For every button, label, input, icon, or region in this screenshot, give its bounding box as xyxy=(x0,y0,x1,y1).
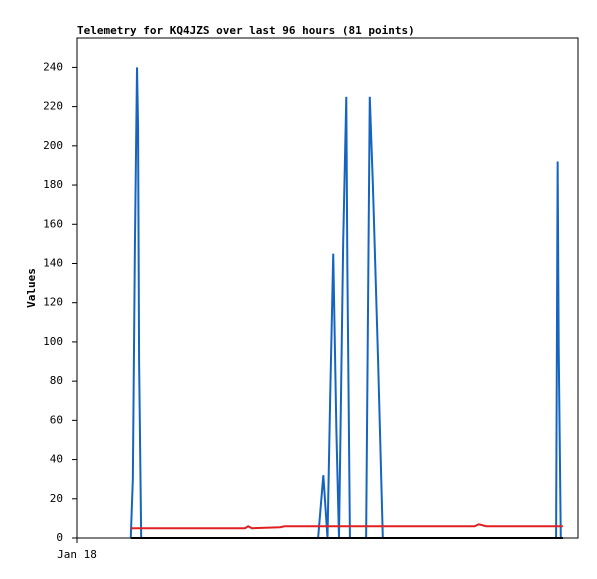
x-tick-label: Jan 18 xyxy=(57,548,97,561)
y-tick-label: 40 xyxy=(50,453,63,466)
y-tick-label: 140 xyxy=(43,256,63,269)
plot-frame xyxy=(76,37,579,539)
y-tick-label: 220 xyxy=(43,100,63,113)
y-tick-label: 160 xyxy=(43,217,63,230)
y-tick-label: 20 xyxy=(50,492,63,505)
y-axis-title: Values xyxy=(25,268,38,308)
y-tick-label: 80 xyxy=(50,374,63,387)
y-tick-label: 120 xyxy=(43,296,63,309)
chart-title: Telemetry for KQ4JZS over last 96 hours … xyxy=(77,24,415,37)
series-line xyxy=(129,67,563,539)
series-line xyxy=(130,523,563,530)
y-tick-label: 180 xyxy=(43,178,63,191)
y-tick-label: 240 xyxy=(43,60,63,73)
y-tick-label: 100 xyxy=(43,335,63,348)
y-tick-label: 60 xyxy=(50,413,63,426)
y-tick-label: 0 xyxy=(56,531,63,544)
y-tick-label: 200 xyxy=(43,139,63,152)
